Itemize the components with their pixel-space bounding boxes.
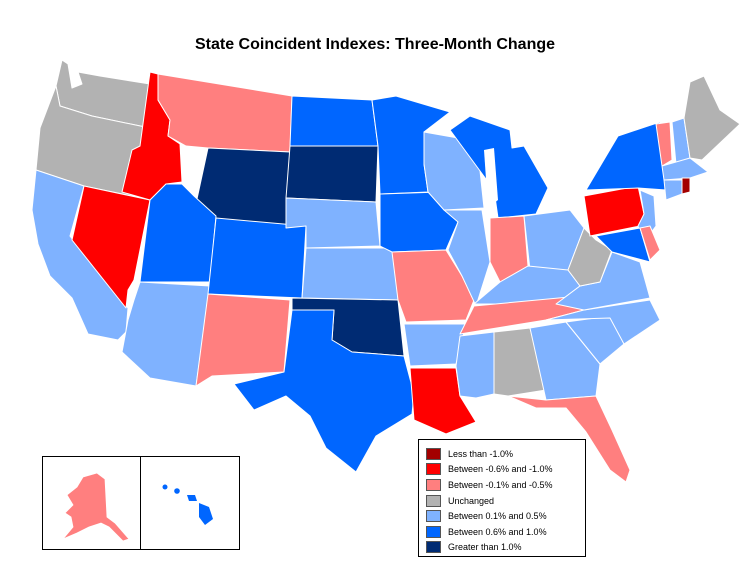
- state-CO[interactable]: [207, 217, 307, 299]
- state-NY[interactable]: [585, 121, 667, 191]
- legend-label: Unchanged: [448, 495, 495, 506]
- state-UT[interactable]: [139, 183, 217, 283]
- lake-michigan: [484, 148, 498, 208]
- state-SD[interactable]: [285, 145, 379, 203]
- hawaii-inset: [140, 456, 240, 550]
- legend-item: Between -0.6% and -1.0%: [426, 462, 585, 478]
- state-NM[interactable]: [195, 293, 291, 387]
- legend-item: Between -0.1% and -0.5%: [426, 477, 585, 493]
- state-CT[interactable]: [663, 179, 683, 201]
- state-AK[interactable]: [62, 472, 130, 542]
- state-ME[interactable]: [683, 75, 741, 161]
- map-title: State Coincident Indexes: Three-Month Ch…: [194, 36, 556, 53]
- legend-item: Between 0.1% and 0.5%: [426, 508, 585, 524]
- state-KS[interactable]: [301, 247, 399, 301]
- state-MS[interactable]: [455, 331, 495, 399]
- legend-swatch: [426, 463, 441, 476]
- legend-item: Greater than 1.0%: [426, 540, 585, 556]
- state-FL[interactable]: [507, 395, 631, 483]
- legend-swatch: [426, 447, 441, 460]
- state-DE[interactable]: [639, 225, 661, 261]
- hawaii-map: [162, 484, 214, 526]
- hawaii-island-maui: [187, 495, 197, 501]
- legend-label: Between -0.1% and -0.5%: [448, 479, 553, 490]
- legend-label: Between 0.6% and 1.0%: [448, 526, 547, 537]
- legend-item: Unchanged: [426, 493, 585, 509]
- hawaii-island-oahu: [174, 488, 180, 494]
- state-AL[interactable]: [493, 327, 547, 397]
- hawaii-island-kauai: [162, 484, 168, 490]
- legend-label: Between -0.6% and -1.0%: [448, 464, 553, 475]
- state-MT[interactable]: [157, 73, 293, 153]
- legend-swatch: [426, 510, 441, 523]
- legend-label: Less than -1.0%: [448, 448, 514, 459]
- state-RI[interactable]: [681, 177, 691, 195]
- state-ND[interactable]: [289, 95, 379, 147]
- state-TX[interactable]: [233, 309, 415, 473]
- hawaii-island-big: [199, 503, 213, 525]
- state-MD[interactable]: [595, 227, 651, 263]
- legend-swatch: [426, 494, 441, 507]
- state-CA[interactable]: [31, 169, 129, 341]
- state-GA[interactable]: [529, 321, 601, 401]
- state-VT[interactable]: [655, 121, 673, 167]
- legend-item: Less than -1.0%: [426, 446, 585, 462]
- state-HI[interactable]: [162, 484, 214, 526]
- legend-swatch: [426, 525, 441, 538]
- state-MI[interactable]: [449, 115, 549, 219]
- state-AZ[interactable]: [121, 281, 211, 387]
- legend-swatch: [426, 541, 441, 554]
- legend-swatch: [426, 478, 441, 491]
- legend-item: Between 0.6% and 1.0%: [426, 524, 585, 540]
- state-IL[interactable]: [443, 209, 491, 307]
- state-MA[interactable]: [661, 157, 709, 181]
- legend-label: Between 0.1% and 0.5%: [448, 511, 547, 522]
- state-MO[interactable]: [391, 249, 475, 323]
- alaska-map: [62, 472, 130, 542]
- legend: Less than -1.0% Between -0.6% and -1.0% …: [418, 439, 586, 557]
- legend-label: Greater than 1.0%: [448, 542, 522, 553]
- alaska-inset: [42, 456, 142, 550]
